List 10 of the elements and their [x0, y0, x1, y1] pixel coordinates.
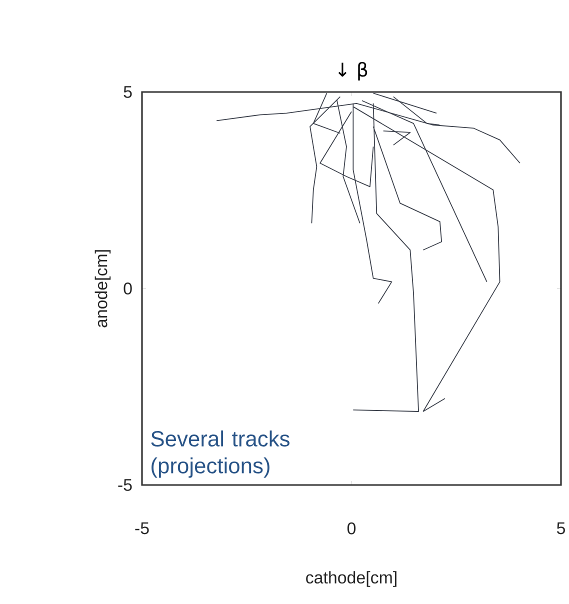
- y-tick-label: -5: [118, 479, 132, 491]
- text: ↓ β: [338, 62, 368, 80]
- y-axis-title: anode[cm]: [94, 250, 111, 328]
- x-axis-title: cathode[cm]: [306, 571, 396, 587]
- x-tick-label: 5: [556, 522, 565, 534]
- y-tick-label: 0: [124, 282, 132, 294]
- y-tick-label: 5: [124, 86, 132, 98]
- annotation: Several tracks (projections): [151, 430, 290, 478]
- x-tick-label: -5: [135, 522, 149, 534]
- x-tick-label: 0: [347, 522, 356, 534]
